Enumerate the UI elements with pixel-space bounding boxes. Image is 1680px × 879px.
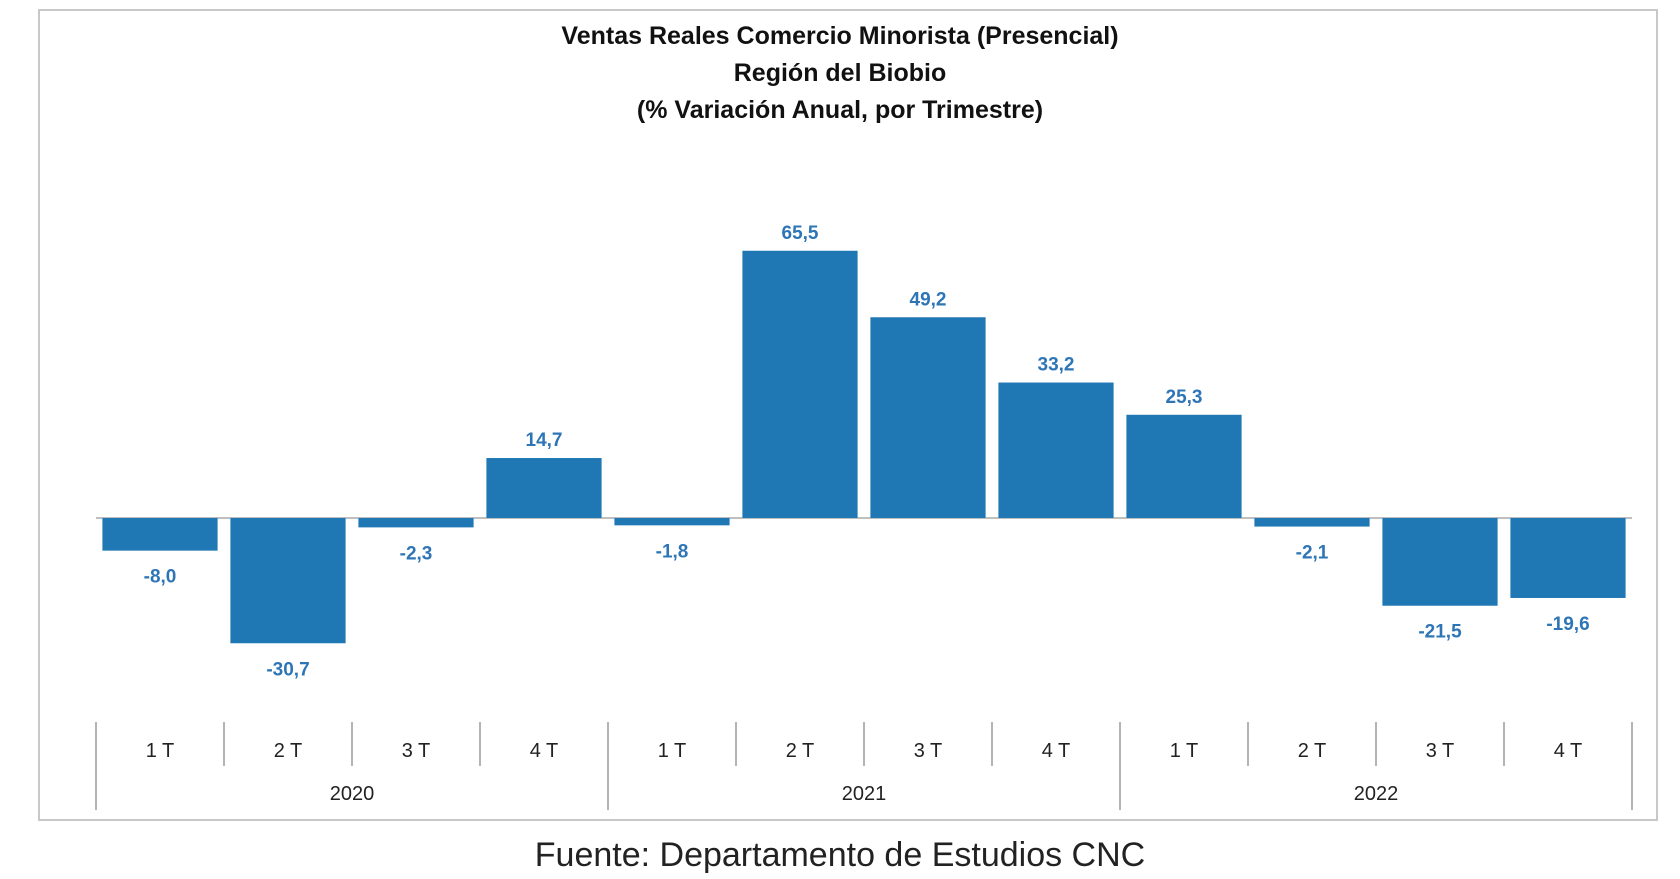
quarter-tick-label-7: 3 T [914,740,943,762]
quarter-tick-label-8: 4 T [1042,740,1071,762]
data-label-6: 65,5 [782,223,819,244]
quarter-tick-label-9: 1 T [1170,740,1199,762]
bar-1 [102,518,218,551]
bar-11 [1382,518,1498,606]
quarter-tick-label-2: 2 T [274,740,303,762]
data-label-8: 33,2 [1038,355,1075,376]
year-tick-label-2021: 2021 [842,783,887,805]
chart-subtitle-region: Región del Biobio [733,59,947,87]
bar-2 [230,518,346,644]
bar-4 [486,458,602,518]
quarter-tick-label-3: 3 T [402,740,431,762]
year-tick-label-2022: 2022 [1354,783,1399,805]
quarter-tick-label-10: 2 T [1298,740,1327,762]
data-label-5: -1,8 [656,541,689,562]
bar-5 [614,518,730,526]
bar-10 [1254,518,1370,527]
source-note: Fuente: Departamento de Estudios CNC [534,836,1146,874]
chart-title: Ventas Reales Comercio Minorista (Presen… [561,22,1119,50]
data-label-2: -30,7 [266,659,309,680]
bar-7 [870,317,986,518]
data-label-7: 49,2 [910,289,947,310]
data-label-3: -2,3 [400,543,433,564]
data-label-10: -2,1 [1296,543,1329,564]
quarter-tick-label-12: 4 T [1554,740,1583,762]
data-label-11: -21,5 [1418,622,1462,643]
quarter-tick-label-4: 4 T [530,740,559,762]
bar-3 [358,518,474,528]
bar-12 [1510,518,1626,598]
data-label-4: 14,7 [526,430,563,451]
data-label-1: -8,0 [144,567,177,588]
quarter-tick-label-1: 1 T [146,740,175,762]
bar-9 [1126,414,1242,518]
bar-6 [742,250,858,518]
quarter-tick-label-5: 1 T [658,740,687,762]
year-tick-label-2020: 2020 [330,783,375,805]
chart-subtitle-unit: (% Variación Anual, por Trimestre) [636,96,1044,124]
data-label-9: 25,3 [1166,387,1203,408]
bar-8 [998,382,1114,518]
quarter-tick-label-11: 3 T [1426,740,1455,762]
data-label-12: -19,6 [1546,614,1589,635]
quarter-tick-label-6: 2 T [786,740,815,762]
